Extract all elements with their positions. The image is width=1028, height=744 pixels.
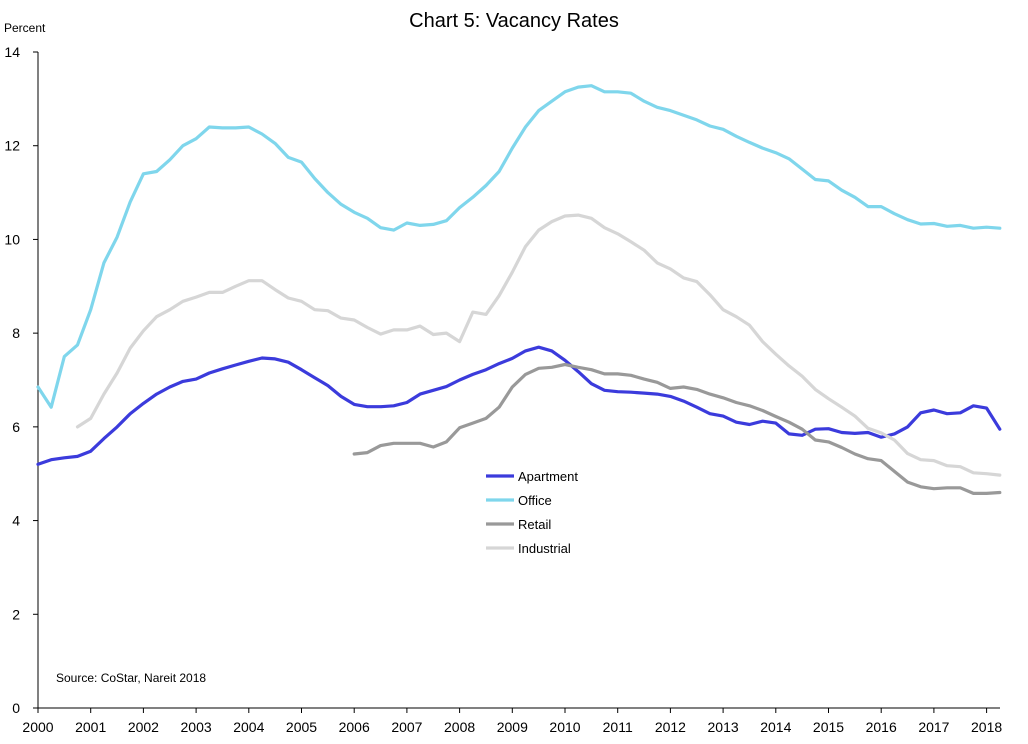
x-tick-label: 2012	[655, 719, 686, 735]
y-tick-label: 0	[12, 700, 20, 716]
series-line-office	[36, 84, 1002, 409]
chart-title: Chart 5: Vacancy Rates	[409, 10, 619, 32]
x-tick-label: 2003	[181, 719, 212, 735]
legend-label-office: Office	[518, 493, 552, 508]
y-tick-label: 6	[12, 419, 20, 435]
x-tick-label: 2014	[760, 719, 791, 735]
x-tick-label: 2002	[128, 719, 159, 735]
x-ticks: 2000 2001 2002 2003 2004 2005 2006 2007 2008 2009…	[22, 708, 1002, 735]
x-tick-label: 2015	[813, 719, 844, 735]
x-tick-label: 2004	[233, 719, 264, 735]
legend-label-industrial: Industrial	[518, 541, 571, 556]
x-tick-label: 2006	[339, 719, 370, 735]
y-tick-label: 8	[12, 325, 20, 341]
x-tick-label: 2008	[444, 719, 475, 735]
series-line-retail	[352, 362, 1002, 495]
series-line-apartment	[36, 345, 1002, 466]
legend: Apartment Office Retail Industrial	[486, 469, 578, 556]
x-tick-label: 2010	[549, 719, 580, 735]
y-tick-label: 12	[4, 138, 20, 154]
y-tick-label: 2	[12, 606, 20, 622]
x-tick-label: 2017	[918, 719, 949, 735]
x-tick-label: 2001	[75, 719, 106, 735]
y-tick-label: 14	[4, 44, 20, 60]
x-tick-label: 2007	[391, 719, 422, 735]
legend-label-retail: Retail	[518, 517, 551, 532]
y-ticks: 0 2 4 6 8 10 12 14	[4, 44, 38, 716]
x-tick-label: 2000	[22, 719, 53, 735]
y-tick-label: 4	[12, 513, 20, 529]
series-line-industrial	[75, 213, 1002, 477]
y-tick-label: 10	[4, 231, 20, 247]
x-tick-label: 2013	[708, 719, 739, 735]
x-tick-label: 2009	[497, 719, 528, 735]
legend-label-apartment: Apartment	[518, 469, 578, 484]
y-axis-label: Percent	[4, 21, 46, 35]
x-tick-label: 2005	[286, 719, 317, 735]
x-tick-label: 2018	[971, 719, 1002, 735]
x-tick-label: 2016	[866, 719, 897, 735]
series-lines	[36, 84, 1002, 495]
x-tick-label: 2011	[603, 719, 633, 735]
source-note: Source: CoStar, Nareit 2018	[56, 671, 206, 685]
